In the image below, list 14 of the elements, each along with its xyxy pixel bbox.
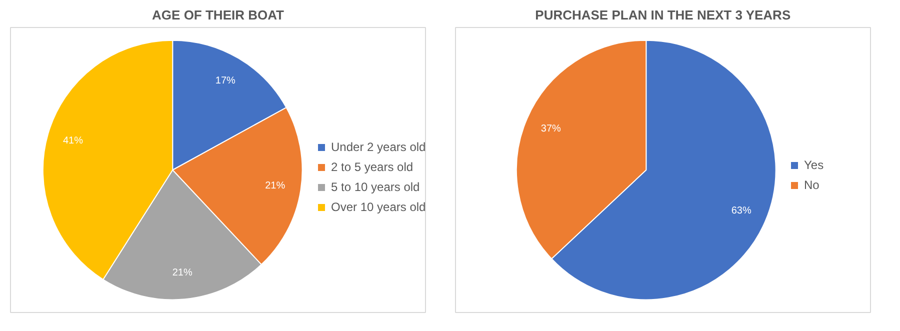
data-label: 63% <box>731 206 752 217</box>
legend-label: 2 to 5 years old <box>331 160 414 174</box>
data-label: 37% <box>540 123 562 134</box>
data-label: 21% <box>172 268 192 279</box>
data-label: 21% <box>265 180 286 192</box>
legend-label: No <box>804 178 820 192</box>
data-label: 17% <box>215 75 236 86</box>
chart-title: PURCHASE PLAN IN THE NEXT 3 YEARS <box>535 8 791 22</box>
legend-label: Over 10 years old <box>331 200 426 214</box>
data-label: 41% <box>62 136 84 147</box>
chart-title: AGE OF THEIR BOAT <box>152 8 284 22</box>
legend-label: 5 to 10 years old <box>331 180 420 194</box>
legend-label: Under 2 years old <box>331 140 426 154</box>
legend-label: Yes <box>804 158 824 172</box>
